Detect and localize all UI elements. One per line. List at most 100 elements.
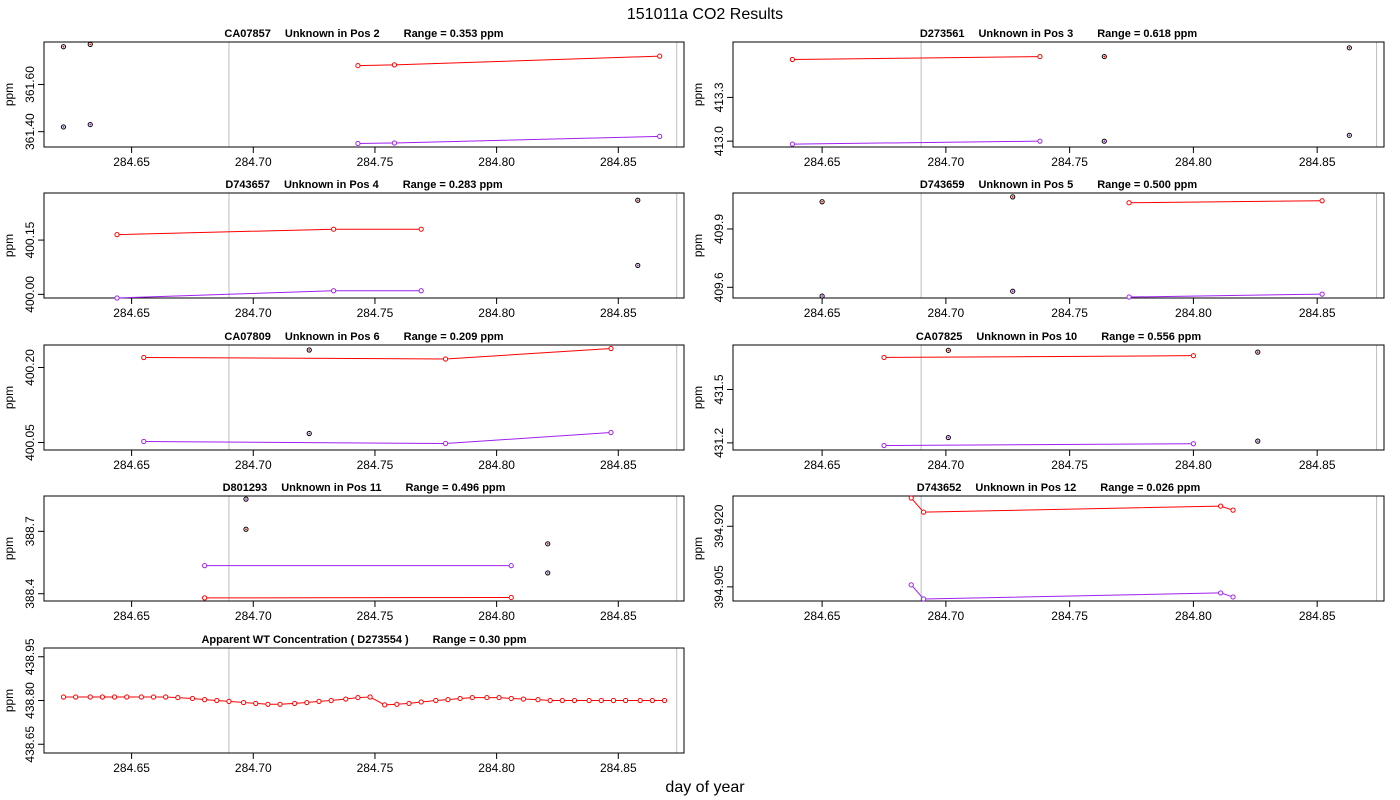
data-point-purple bbox=[1190, 441, 1197, 447]
data-point-red bbox=[163, 694, 169, 700]
data-point-red bbox=[141, 354, 147, 361]
y-axis-label: ppm bbox=[691, 83, 705, 106]
data-point-red bbox=[908, 495, 914, 501]
data-point-red bbox=[442, 356, 449, 362]
series-line-purple bbox=[883, 443, 1194, 447]
marker-point-core bbox=[308, 432, 311, 435]
data-point-red bbox=[508, 594, 514, 601]
x-tick-label: 284.65 bbox=[804, 609, 841, 623]
panel-sample-id: CA07857 bbox=[224, 28, 270, 40]
x-tick-label: 284.80 bbox=[1175, 306, 1212, 320]
x-tick-label: 284.75 bbox=[1051, 306, 1088, 320]
panel-label: Unknown in Pos 4 bbox=[284, 179, 380, 191]
panel-title: D273561 Unknown in Pos 3 Range = 0.618 ppm bbox=[920, 28, 1198, 40]
data-point-red bbox=[367, 694, 373, 700]
panel-range: Range = 0.496 ppm bbox=[405, 482, 505, 494]
panel-range: Range = 0.283 ppm bbox=[403, 179, 503, 191]
x-tick-label: 284.80 bbox=[1175, 155, 1212, 169]
data-point-red bbox=[114, 232, 120, 238]
data-point-purple bbox=[1037, 138, 1043, 144]
data-point-purple bbox=[418, 288, 424, 294]
panel-title: CA07825 Unknown in Pos 10 Range = 0.556 pp… bbox=[916, 331, 1202, 343]
data-point-purple bbox=[114, 295, 120, 301]
data-point-red bbox=[508, 695, 514, 702]
data-point-red bbox=[355, 694, 361, 701]
marker-point-core bbox=[821, 295, 824, 297]
data-point-red bbox=[189, 695, 196, 702]
plot-frame bbox=[732, 41, 1385, 148]
plot-frame bbox=[43, 41, 685, 148]
plot-frame bbox=[732, 344, 1385, 451]
x-tick-label: 284.85 bbox=[1299, 458, 1336, 472]
data-point-purple bbox=[1126, 294, 1132, 300]
panel-sample-id: CA07825 bbox=[916, 331, 962, 343]
y-axis-label: ppm bbox=[691, 537, 705, 560]
panel-range: Range = 0.209 ppm bbox=[404, 331, 504, 343]
x-tick-label: 284.70 bbox=[928, 306, 965, 320]
marker-point-core bbox=[1103, 55, 1106, 58]
x-tick-label: 284.80 bbox=[478, 155, 515, 169]
x-tick-label: 284.80 bbox=[478, 306, 515, 320]
data-point-red bbox=[661, 697, 668, 704]
y-tick-label: 431.5 bbox=[712, 374, 726, 404]
data-point-red bbox=[355, 62, 361, 69]
x-tick-label: 284.75 bbox=[1051, 458, 1088, 472]
data-point-red bbox=[175, 694, 181, 701]
y-tick-label: 409.6 bbox=[712, 272, 726, 302]
x-tick-label: 284.70 bbox=[928, 155, 965, 169]
data-point-purple bbox=[908, 582, 914, 588]
data-point-red bbox=[87, 694, 93, 700]
panel-sample-id: D273561 bbox=[920, 28, 965, 40]
x-tick-label: 284.85 bbox=[1299, 609, 1336, 623]
x-tick-label: 284.75 bbox=[357, 609, 394, 623]
data-point-red bbox=[789, 56, 796, 63]
data-point-red bbox=[277, 701, 283, 707]
panel-title: D743652 Unknown in Pos 12 Range = 0.026 pp… bbox=[917, 482, 1201, 494]
y-tick-label: 438.80 bbox=[23, 682, 37, 719]
data-point-red bbox=[60, 694, 67, 700]
panel-1: CA07857 Unknown in Pos 2 Range = 0.353 ppm… bbox=[2, 28, 685, 169]
data-point-red bbox=[445, 697, 451, 703]
data-point-red bbox=[484, 694, 490, 701]
y-axis-label: ppm bbox=[2, 689, 16, 712]
panel-6: CA07825 Unknown in Pos 10 Range = 0.556 pp… bbox=[691, 331, 1385, 472]
series-line-purple bbox=[910, 584, 1234, 600]
data-point-red bbox=[214, 697, 220, 704]
data-point-red bbox=[226, 698, 232, 704]
panel-label: Apparent WT Concentration ( D273554 ) bbox=[201, 634, 409, 646]
series-line-purple bbox=[116, 290, 422, 299]
marker-point-core bbox=[636, 199, 639, 202]
panel-label: Unknown in Pos 2 bbox=[285, 28, 380, 40]
marker-point-core bbox=[1256, 351, 1259, 354]
marker-point-core bbox=[821, 200, 824, 203]
x-tick-label: 284.65 bbox=[113, 609, 150, 623]
marker-point-core bbox=[308, 349, 311, 351]
y-tick-label: 413.0 bbox=[712, 126, 726, 156]
panel-range: Range = 0.026 ppm bbox=[1100, 482, 1200, 494]
panel-label: Unknown in Pos 5 bbox=[978, 179, 1073, 191]
data-point-red bbox=[1319, 198, 1325, 204]
data-point-red bbox=[608, 345, 614, 352]
y-tick-label: 413.3 bbox=[712, 82, 726, 112]
panel-title: D743659 Unknown in Pos 5 Range = 0.500 ppm bbox=[920, 179, 1198, 191]
x-tick-label: 284.70 bbox=[235, 155, 272, 169]
plot-frame bbox=[732, 495, 1385, 602]
y-tick-label: 400.15 bbox=[23, 221, 37, 258]
data-point-red bbox=[433, 697, 439, 704]
data-point-red bbox=[547, 697, 553, 704]
data-point-red bbox=[124, 694, 130, 700]
data-point-purple bbox=[202, 563, 208, 569]
data-point-red bbox=[406, 700, 412, 707]
data-point-red bbox=[150, 694, 157, 700]
y-tick-label: 388.4 bbox=[23, 578, 37, 608]
series-line-red bbox=[143, 348, 612, 360]
x-tick-label: 284.65 bbox=[113, 761, 150, 775]
data-point-red bbox=[316, 698, 322, 704]
y-axis-label: ppm bbox=[2, 537, 16, 560]
data-point-red bbox=[622, 697, 629, 704]
panel-sample-id: D743657 bbox=[225, 179, 270, 191]
data-point-red bbox=[382, 702, 388, 708]
data-point-red bbox=[418, 226, 424, 232]
data-point-red bbox=[328, 697, 334, 704]
